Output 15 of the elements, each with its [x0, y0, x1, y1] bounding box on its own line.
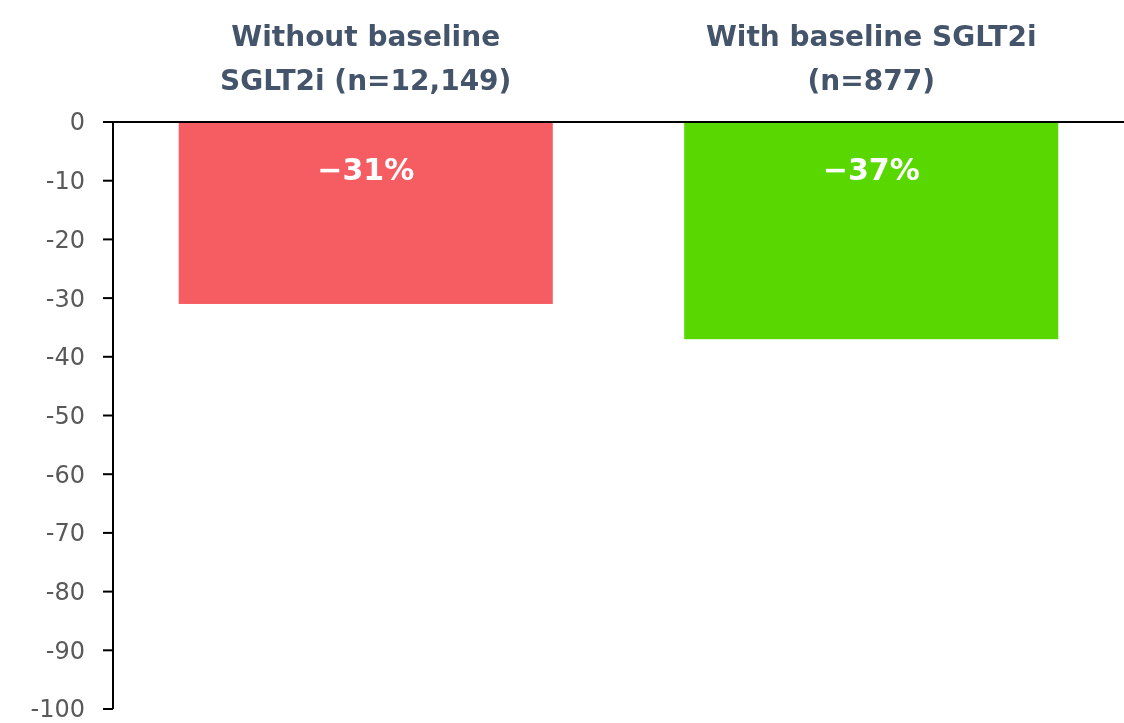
- y-tick-label: -80: [45, 578, 85, 606]
- y-tick-label: -60: [45, 460, 85, 489]
- y-tick-label: -40: [45, 343, 85, 372]
- y-tick-label: -20: [45, 225, 85, 254]
- y-tick-label: -10: [45, 167, 85, 196]
- x-tick-label: With baseline SGLT2i (n=877): [705, 20, 1037, 97]
- y-tick-label: -70: [45, 519, 85, 548]
- x-tick-label: Without baseline SGLT2i (n=12,149): [220, 20, 512, 97]
- y-tick-label: -50: [45, 401, 85, 430]
- data-label: −31%: [317, 152, 415, 187]
- y-tick-label: 0: [69, 108, 85, 137]
- y-tick-label: -100: [30, 695, 85, 723]
- y-tick-label: -90: [45, 636, 85, 665]
- data-label: −37%: [822, 152, 920, 187]
- y-tick-label: -30: [45, 284, 85, 313]
